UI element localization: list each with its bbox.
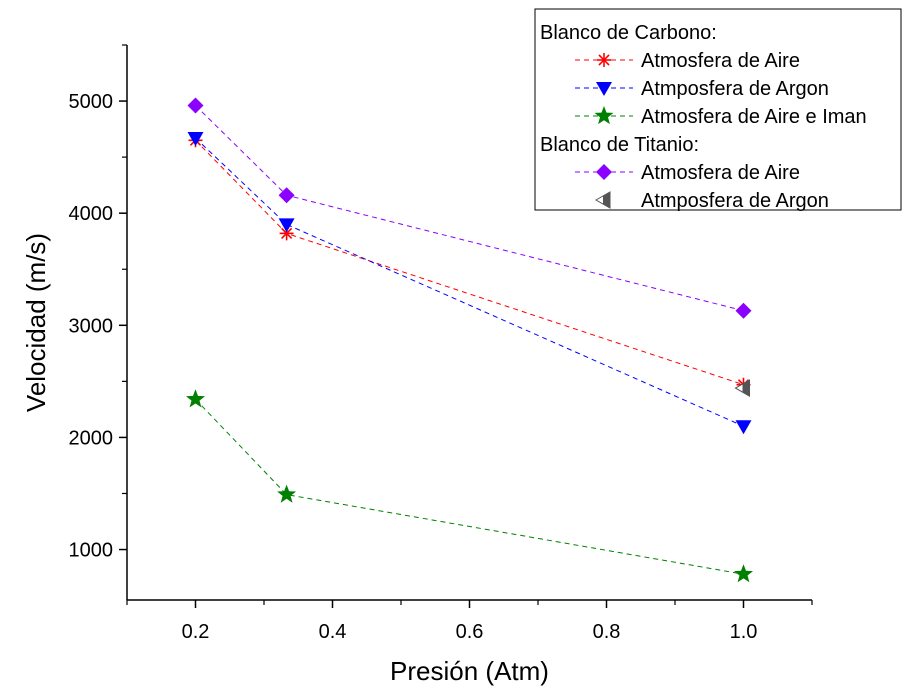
x-tick-label: 0.6 <box>456 621 484 643</box>
series-5 <box>734 379 750 397</box>
y-axis: 1000 2000 3000 4000 5000 <box>69 44 128 600</box>
legend-box <box>534 8 902 211</box>
x-axis-title: Presión (Atm) <box>390 656 549 686</box>
series-4 <box>187 97 752 319</box>
plot-area <box>186 97 753 583</box>
legend-label: Atmposfera de Argon <box>641 190 829 212</box>
y-tick-label: 4000 <box>69 203 114 225</box>
data-point <box>735 302 752 319</box>
y-tick-label: 1000 <box>69 540 114 562</box>
legend-marker <box>596 164 612 180</box>
x-tick-label: 0.4 <box>319 621 347 643</box>
y-axis-title: Velocidad (m/s) <box>21 233 51 412</box>
data-point <box>735 420 752 435</box>
x-tick-label: 0.8 <box>593 621 621 643</box>
x-tick-label: 0.2 <box>182 621 210 643</box>
legend-group-title: Blanco de Titanio: <box>540 134 699 156</box>
legend-marker <box>596 82 612 96</box>
legend: Blanco de Carbono: Atmosfera de Aire Atmpo… <box>534 8 902 212</box>
legend-marker <box>594 191 611 209</box>
series-3 <box>186 389 753 583</box>
series-line <box>195 398 744 575</box>
legend-label: Atmosfera de Aire <box>641 162 800 184</box>
x-axis: 0.2 0.4 0.6 0.8 1.0 <box>126 599 813 643</box>
data-point <box>187 97 204 114</box>
data-point <box>734 564 753 583</box>
legend-label: Atmosfera de Aire e Iman <box>641 106 867 128</box>
data-point <box>186 389 205 408</box>
data-point <box>278 218 295 233</box>
legend-marker <box>597 53 611 67</box>
legend-group-title: Blanco de Carbono: <box>540 22 717 44</box>
legend-label: Atmposfera de Argon <box>641 78 829 100</box>
data-point <box>277 484 297 503</box>
data-point <box>278 187 295 204</box>
x-tick-label: 1.0 <box>730 621 758 643</box>
y-tick-label: 2000 <box>69 427 114 449</box>
data-point <box>734 379 750 397</box>
data-point <box>187 132 204 147</box>
series-2 <box>187 132 752 435</box>
legend-marker <box>594 106 614 125</box>
legend-label: Atmosfera de Aire <box>641 50 800 72</box>
y-tick-label: 3000 <box>69 315 114 337</box>
y-tick-label: 5000 <box>69 91 114 113</box>
